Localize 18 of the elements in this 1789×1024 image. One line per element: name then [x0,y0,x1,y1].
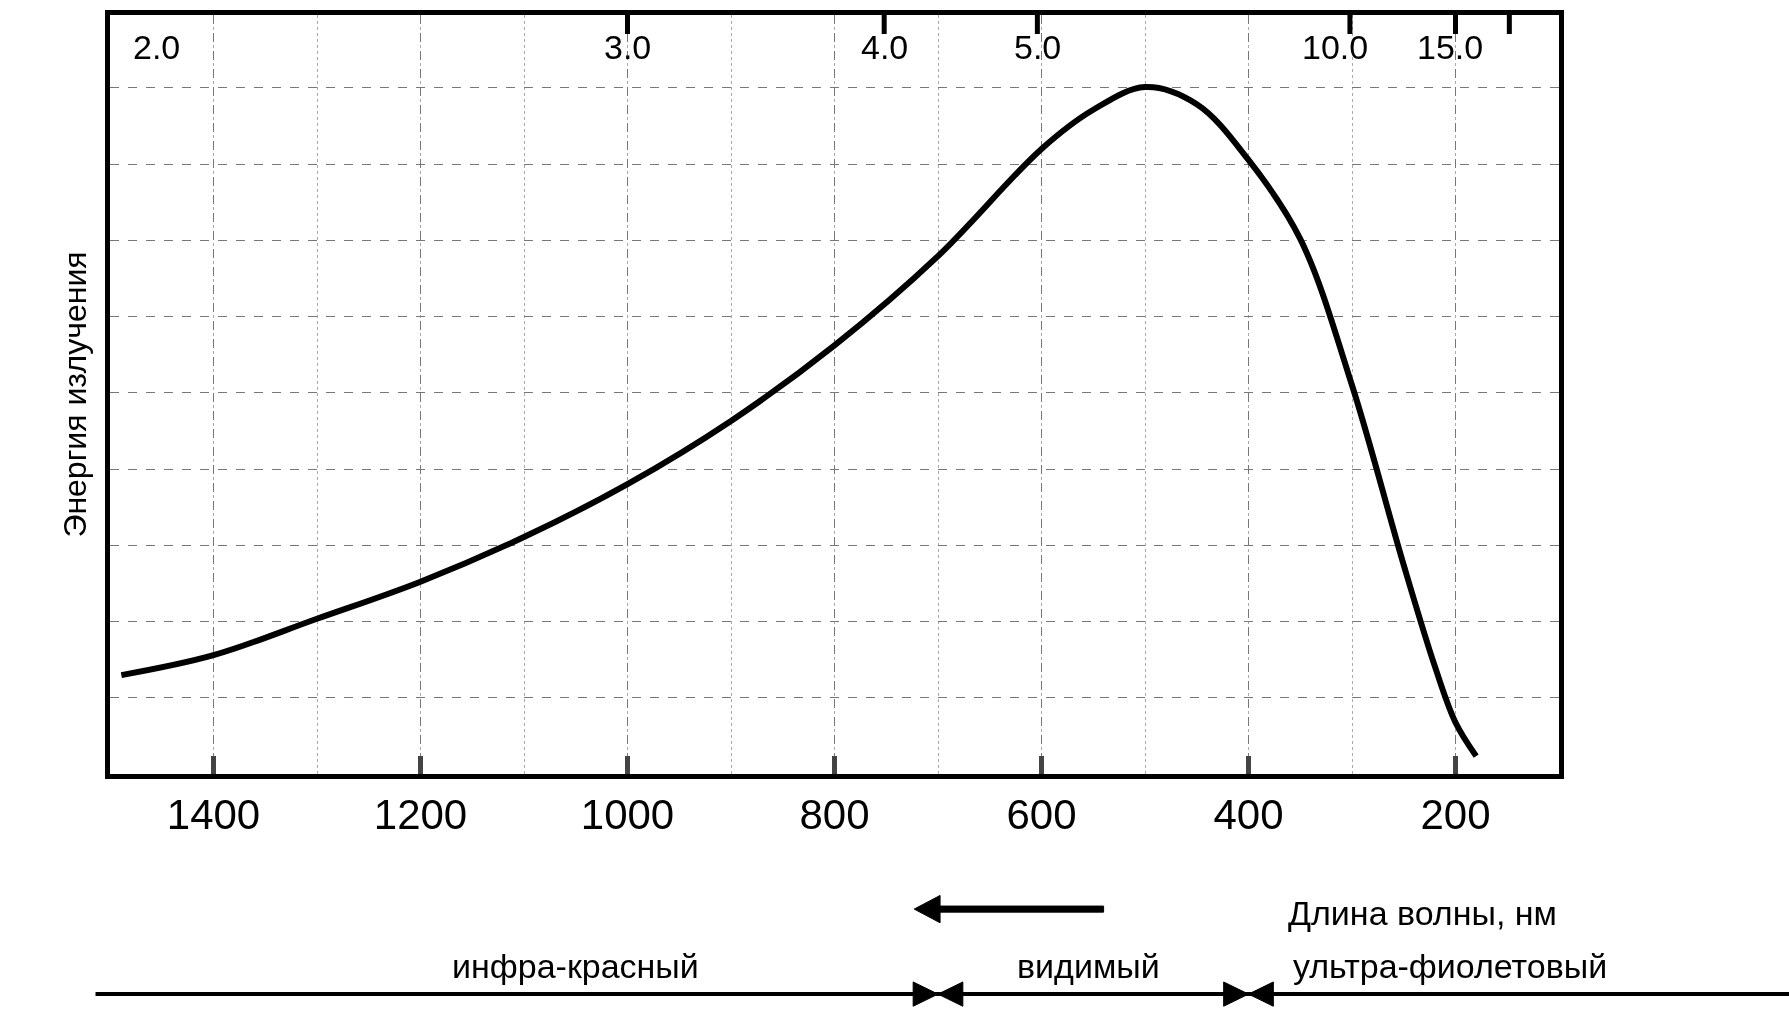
x-tick-label: 800 [799,791,870,839]
y-axis-title: Энергия излучения [57,251,94,538]
text: 3.0 [604,28,652,66]
x-tick-label: 400 [1213,791,1284,839]
text: 2.0 [133,28,181,66]
text: видимый [1017,947,1160,985]
text: 4.0 [861,28,909,66]
x-tick-label: 200 [1420,791,1491,839]
x-tick-label: 1400 [166,791,261,839]
text: ультра-фиолетовый [1293,947,1608,985]
text: 15.0 [1417,28,1484,66]
x-tick-label: 1200 [373,791,468,839]
x-tick-label: 600 [1006,791,1077,839]
text: 10.0 [1302,28,1369,66]
text: 5.0 [1014,28,1062,66]
x-axis-title: Длина волны, нм [1288,894,1557,932]
text: инфра-красный [452,947,699,985]
x-tick-label: 1000 [580,791,675,839]
